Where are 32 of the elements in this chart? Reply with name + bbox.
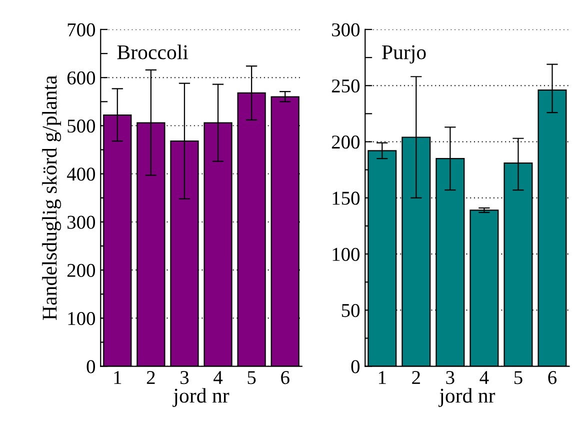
y-axis-title: Handelsduglig skörd g/planta bbox=[42, 75, 62, 320]
y-tick-label: 300 bbox=[332, 23, 360, 36]
y-tick-label: 0 bbox=[86, 360, 96, 374]
y-tick-label: 500 bbox=[68, 120, 96, 133]
x-tick-label: 2 bbox=[146, 371, 155, 384]
x-tick-label: 5 bbox=[248, 371, 256, 384]
x-axis-title: jord nr bbox=[172, 388, 230, 407]
text: Purjo bbox=[382, 45, 426, 64]
y-tick-label: 600 bbox=[67, 71, 96, 85]
x-tick-label: 6 bbox=[548, 371, 557, 384]
x-tick-label: 3 bbox=[446, 371, 454, 384]
x-tick-label: 1 bbox=[378, 371, 386, 384]
y-tick-label: 250 bbox=[332, 79, 360, 93]
x-tick-label: 4 bbox=[214, 371, 223, 384]
y-tick-label: 100 bbox=[332, 248, 360, 261]
x-tick-label: 4 bbox=[480, 371, 489, 384]
y-tick-label: 200 bbox=[332, 136, 360, 149]
x-tick-label: 1 bbox=[114, 371, 122, 384]
x-tick-label: 6 bbox=[281, 371, 290, 384]
y-tick-label: 200 bbox=[67, 264, 96, 277]
y-tick-label: 100 bbox=[68, 312, 96, 326]
y-tick-label: 700 bbox=[68, 23, 96, 36]
x-tick-label: 2 bbox=[412, 371, 420, 384]
y-tick-label: 300 bbox=[68, 216, 96, 229]
y-tick-label: 50 bbox=[342, 304, 360, 318]
y-tick-label: 400 bbox=[66, 168, 96, 181]
text: Broccoli bbox=[117, 44, 188, 60]
x-tick-label: 3 bbox=[180, 371, 189, 384]
y-tick-label: 0 bbox=[351, 360, 360, 374]
x-axis-title: jord nr bbox=[438, 388, 496, 407]
y-tick-label: 150 bbox=[332, 192, 360, 205]
x-tick-label: 5 bbox=[514, 371, 522, 384]
